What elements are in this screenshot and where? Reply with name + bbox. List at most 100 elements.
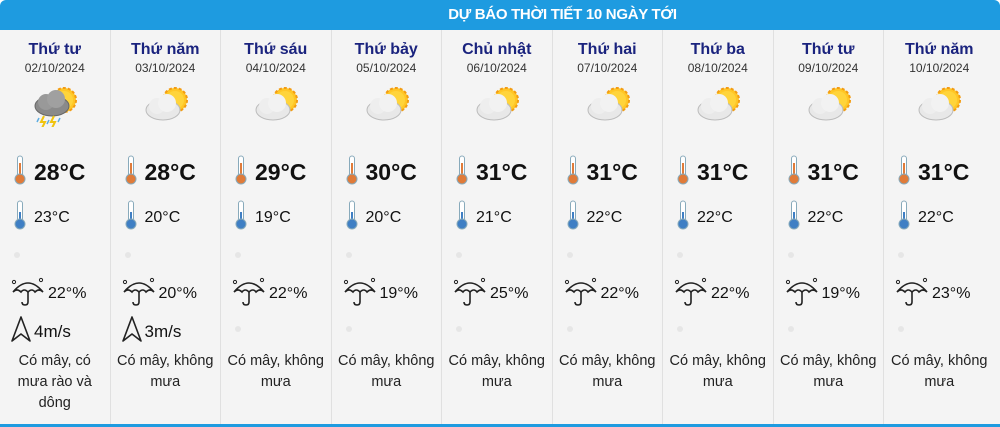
high-temp: 31°C xyxy=(567,155,638,190)
low-temp-value: 19°C xyxy=(255,208,291,226)
day-name: Thứ tư xyxy=(802,41,855,58)
rain-chance: 22°% xyxy=(563,276,639,311)
thermometer-hot-icon xyxy=(456,155,468,190)
thermometer-cold-icon xyxy=(898,200,910,235)
weather-description: Có mây, không mưa xyxy=(117,353,214,390)
umbrella-icon xyxy=(563,276,599,311)
thermometer-cold-icon xyxy=(14,200,26,235)
umbrella-icon xyxy=(894,276,930,311)
dot-icon xyxy=(345,326,352,332)
rain-value: 22°% xyxy=(711,284,750,302)
low-temp: 21°C xyxy=(456,200,512,235)
dot-icon xyxy=(677,326,683,332)
wind-direction-arrow-icon xyxy=(121,315,143,348)
rain-value: 19°% xyxy=(821,284,860,302)
low-temp-value: 23°C xyxy=(34,208,70,226)
high-temp: 28°C xyxy=(125,155,196,190)
day-name: Thứ tư xyxy=(28,41,82,58)
low-temp: 22°C xyxy=(567,200,622,235)
low-temp-value: 20°C xyxy=(144,208,181,226)
dot-icon xyxy=(677,252,683,258)
low-temp-value: 20°C xyxy=(365,208,402,226)
day-date: 02/10/2024 xyxy=(24,61,85,75)
day-column: Thứ năm 10/10/2024 31°C 22°C 23°% Có mây… xyxy=(884,30,995,424)
thermometer-hot-icon xyxy=(788,155,800,190)
weather-description: Có mây, có mưa rào và dông xyxy=(17,353,92,411)
thermometer-hot-icon xyxy=(14,155,26,190)
forecast-header: DỰ BÁO THỜI TIẾT 10 NGÀY TỚI xyxy=(0,0,1000,30)
high-temp-value: 28°C xyxy=(144,159,196,185)
day-name: Thứ hai xyxy=(577,41,637,58)
low-temp-value: 22°C xyxy=(918,208,954,226)
thermometer-cold-icon xyxy=(346,200,358,235)
dot-icon xyxy=(566,326,573,332)
dot-icon xyxy=(456,326,462,332)
dot-icon xyxy=(898,326,904,332)
day-column: Thứ năm 03/10/2024 28°C 20°C 20°% 3m/s C… xyxy=(111,30,221,424)
weather-description: Có mây, không mưa xyxy=(780,353,877,390)
day-date: 03/10/2024 xyxy=(135,61,196,75)
thermometer-cold-icon xyxy=(125,200,137,235)
high-temp-value: 28°C xyxy=(34,159,86,185)
high-temp-value: 29°C xyxy=(255,159,307,185)
dot-icon xyxy=(898,252,904,258)
day-column: Thứ tư 02/10/2024 28°C 23°C 22°% 4m/s Có… xyxy=(0,30,111,424)
thermometer-hot-icon xyxy=(235,155,247,190)
day-name: Thứ sáu xyxy=(244,41,308,58)
day-date: 06/10/2024 xyxy=(466,61,527,75)
thermometer-hot-icon xyxy=(125,155,137,190)
weather-description: Có mây, không mưa xyxy=(338,353,435,390)
rain-chance: 23°% xyxy=(894,276,970,311)
partly-cloudy-icon xyxy=(587,87,630,121)
high-temp-value: 30°C xyxy=(365,159,417,185)
day-date: 07/10/2024 xyxy=(577,61,638,75)
forecast-title: DỰ BÁO THỜI TIẾT 10 NGÀY TỚI xyxy=(448,6,677,23)
bottom-divider xyxy=(0,424,1000,427)
high-temp: 28°C xyxy=(14,155,85,190)
high-temp-value: 31°C xyxy=(476,159,528,185)
day-name: Thứ ba xyxy=(690,41,745,58)
day-column: Chủ nhật 06/10/2024 31°C 21°C 25°% Có mâ… xyxy=(442,30,553,424)
rain-chance: 19°% xyxy=(342,276,418,311)
weather-description: Có mây, không mưa xyxy=(559,353,656,390)
low-temp: 20°C xyxy=(346,200,402,235)
weather-description: Có mây, không mưa xyxy=(227,353,324,390)
high-temp: 31°C xyxy=(677,155,748,190)
thermometer-hot-icon xyxy=(346,155,358,190)
rain-value: 23°% xyxy=(932,284,971,302)
high-temp-value: 31°C xyxy=(586,159,638,185)
rain-value: 20°% xyxy=(158,284,197,302)
high-temp: 29°C xyxy=(235,155,306,190)
day-date: 05/10/2024 xyxy=(356,61,417,75)
umbrella-icon xyxy=(121,276,157,311)
day-name: Thứ năm xyxy=(131,41,200,58)
dot-icon xyxy=(14,252,20,258)
low-temp-value: 22°C xyxy=(807,208,844,226)
day-date: 04/10/2024 xyxy=(245,61,306,75)
thermometer-cold-icon xyxy=(235,200,247,235)
rain-chance: 19°% xyxy=(784,276,860,311)
umbrella-icon xyxy=(784,276,820,311)
dot-icon xyxy=(456,252,462,258)
dot-icon xyxy=(235,252,241,258)
rain-value: 22°% xyxy=(269,284,308,302)
wind-value: 3m/s xyxy=(144,321,182,341)
forecast-grid: Thứ tư 02/10/2024 28°C 23°C 22°% 4m/s Có… xyxy=(0,30,1000,424)
high-temp: 31°C xyxy=(456,155,527,190)
umbrella-icon xyxy=(452,276,488,311)
low-temp: 22°C xyxy=(788,200,844,235)
partly-cloudy-icon xyxy=(145,87,188,121)
dot-icon xyxy=(566,252,573,258)
day-date: 09/10/2024 xyxy=(798,61,859,75)
rain-chance: 22°% xyxy=(10,276,86,311)
rain-value: 19°% xyxy=(379,284,418,302)
low-temp-value: 22°C xyxy=(697,208,733,226)
umbrella-icon xyxy=(231,276,267,311)
partly-cloudy-icon xyxy=(255,87,298,121)
high-temp-value: 31°C xyxy=(918,159,970,185)
thermometer-cold-icon xyxy=(456,200,468,235)
thermometer-cold-icon xyxy=(567,200,579,235)
partly-cloudy-icon xyxy=(697,87,740,121)
rain-chance: 22°% xyxy=(673,276,749,311)
day-column: Thứ hai 07/10/2024 31°C 22°C 22°% Có mây… xyxy=(553,30,663,424)
